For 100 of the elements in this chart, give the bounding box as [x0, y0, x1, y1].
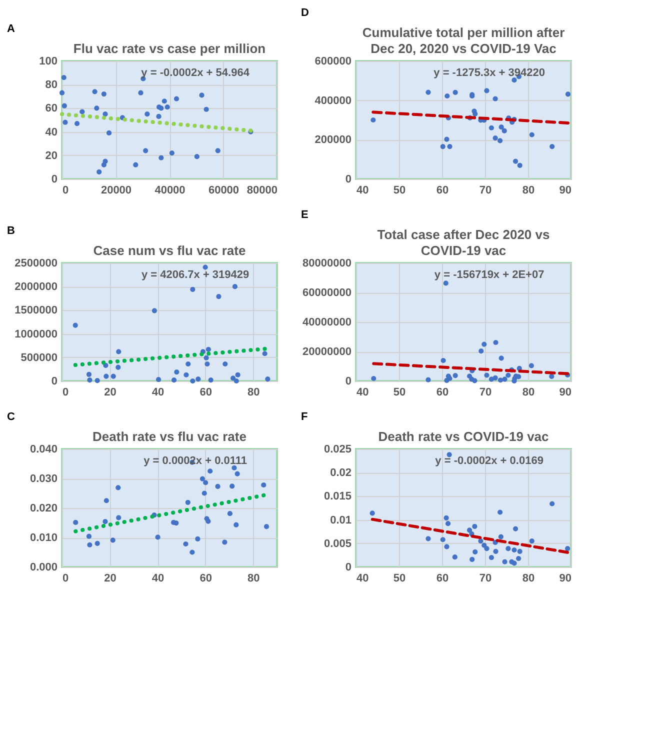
y-tick-label: 40: [45, 126, 58, 138]
point: [204, 106, 209, 112]
x-tick-label: 60: [436, 184, 449, 196]
point: [74, 120, 80, 126]
x-tick-label: 90: [559, 572, 572, 584]
point: [138, 90, 144, 96]
point: [116, 485, 121, 490]
x-tick-label: 70: [479, 386, 492, 398]
x-tick-label: 20000: [100, 184, 132, 196]
x-tick-label: 40000: [154, 184, 186, 196]
point: [62, 103, 67, 108]
annotation: y = -0.0002x + 0.0169: [435, 455, 544, 467]
text: E: [301, 209, 308, 221]
point: [143, 148, 148, 154]
annotation: y = 4206.7x + 319429: [141, 269, 250, 281]
x-tick-label: 90: [559, 184, 572, 196]
point: [59, 90, 65, 96]
x-tick-label: 20: [104, 572, 116, 584]
point: [232, 465, 237, 470]
y-tick-label: 200000: [314, 134, 352, 146]
x-tick-label: 70: [479, 572, 492, 584]
y-tick-label: 0.010: [30, 532, 58, 544]
point: [265, 376, 270, 382]
point: [185, 500, 190, 505]
y-tick-label: 100: [39, 56, 58, 68]
point: [202, 264, 208, 270]
x-tick-label: 40: [356, 572, 369, 584]
y-tick-label: 500000: [20, 352, 58, 364]
point: [102, 519, 108, 524]
point: [222, 361, 228, 367]
y-tick-label: 1000000: [14, 328, 58, 340]
point: [194, 154, 200, 160]
y-tick-label: 60: [45, 102, 58, 115]
point: [190, 286, 196, 292]
point: [73, 520, 78, 525]
point: [199, 92, 204, 98]
x-tick-label: 40: [152, 572, 164, 584]
annotation: y = -1275.3x + 394220: [434, 67, 545, 79]
text: F: [301, 411, 308, 423]
point: [133, 162, 138, 168]
point: [87, 378, 92, 383]
y-tick-label: 40000000: [302, 316, 352, 328]
chart-title: Case num vs flu vac rate: [93, 243, 246, 258]
point: [206, 518, 211, 524]
y-tick-label: 0.000: [30, 562, 58, 574]
point: [144, 112, 150, 117]
x-tick-label: 40: [356, 184, 369, 196]
point: [202, 490, 207, 496]
point: [164, 104, 170, 110]
point: [102, 112, 108, 117]
point: [104, 374, 109, 379]
point: [206, 346, 211, 352]
y-tick-label: 1500000: [14, 304, 58, 317]
y-tick-label: 60000000: [302, 287, 352, 299]
annotation: y = -156719x + 2E+07: [434, 269, 544, 281]
point: [116, 349, 122, 354]
point: [158, 106, 164, 111]
x-tick-label: 80: [247, 386, 260, 398]
y-tick-label: 0.040: [30, 444, 58, 456]
point: [183, 541, 188, 547]
point: [110, 374, 116, 379]
chart-title: Death rate vs COVID-19 vac: [378, 429, 549, 444]
chart-title: Flu vac rate vs case per million: [73, 41, 266, 56]
point: [234, 471, 240, 476]
point: [184, 372, 189, 378]
point: [174, 369, 180, 375]
y-tick-label: 20: [45, 150, 58, 162]
x-tick-label: 80: [247, 572, 260, 584]
point: [234, 522, 239, 528]
point: [86, 372, 92, 377]
y-tick-label: 600000: [314, 56, 352, 68]
point: [261, 482, 266, 488]
text: B: [7, 225, 15, 237]
point: [222, 540, 228, 545]
x-tick-label: 60: [436, 386, 449, 398]
x-tick-label: 60: [436, 572, 449, 584]
point: [230, 484, 235, 489]
text: A: [7, 23, 15, 35]
point: [116, 515, 122, 520]
point: [103, 362, 108, 368]
x-tick-label: 0: [62, 184, 69, 196]
y-tick-label: 0.02: [330, 467, 352, 480]
point: [72, 322, 78, 328]
x-tick-label: 0: [62, 572, 69, 584]
point: [156, 377, 162, 382]
point: [196, 376, 201, 382]
point: [230, 376, 236, 381]
x-tick-label: 60: [200, 386, 212, 398]
point: [62, 120, 68, 125]
point: [101, 162, 106, 168]
point: [96, 169, 102, 174]
y-tick-label: 0.015: [324, 490, 352, 503]
point: [101, 91, 106, 97]
y-tick-label: 0.020: [30, 502, 58, 514]
x-tick-label: 20: [104, 386, 116, 398]
x-tick-label: 50: [393, 572, 406, 584]
x-tick-label: 80000: [246, 184, 278, 196]
y-tick-label: 2500000: [14, 258, 58, 270]
point: [162, 98, 167, 104]
text: C: [7, 411, 15, 423]
